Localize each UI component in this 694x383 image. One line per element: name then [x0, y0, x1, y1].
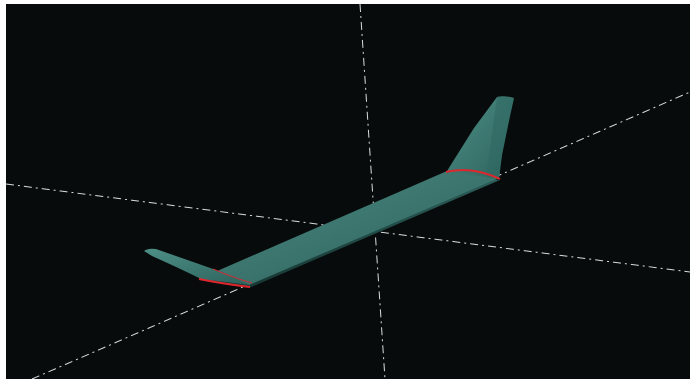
left-tip-section-highlight [212, 268, 253, 284]
span-axis [31, 91, 690, 379]
wing-upper-surface [201, 171, 499, 285]
axis-lines [6, 4, 690, 379]
right-section-highlight [445, 169, 501, 180]
right-winglet-shade [486, 96, 514, 179]
vertical-axis [359, 4, 386, 379]
wing-model [144, 96, 514, 288]
left-wingtip [144, 248, 251, 285]
left-root-section-highlight [198, 278, 251, 288]
wing-3d-scene [6, 4, 690, 379]
3d-viewport[interactable] [6, 4, 690, 379]
